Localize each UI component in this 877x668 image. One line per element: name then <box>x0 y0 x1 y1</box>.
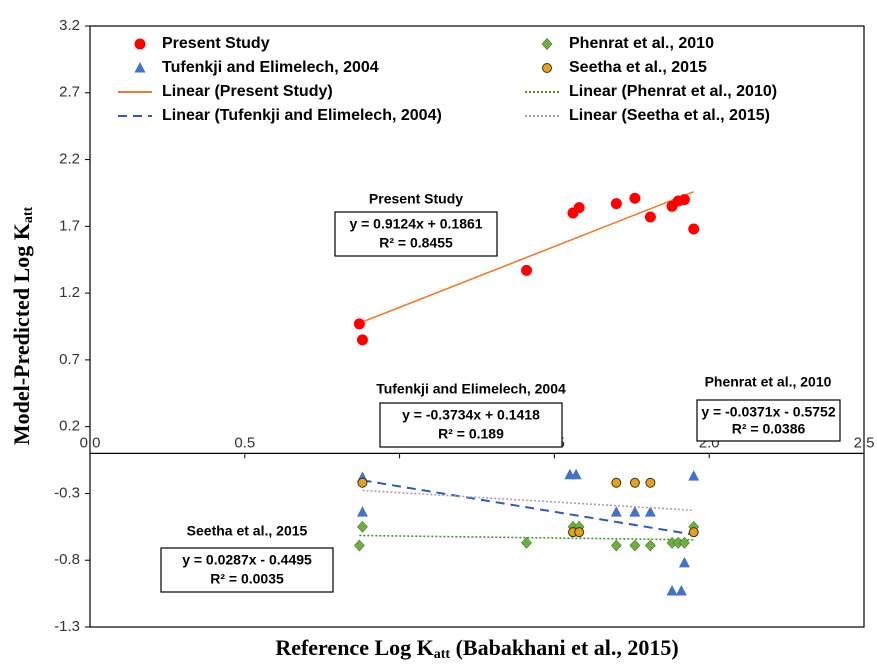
point <box>678 194 690 206</box>
point <box>610 506 622 517</box>
x-tick-label: 0.5 <box>234 434 255 451</box>
point <box>644 506 656 517</box>
point <box>645 477 656 488</box>
legend-marker <box>542 63 552 73</box>
annotation-equation: y = -0.3734x + 0.1418 <box>402 407 540 423</box>
point <box>357 477 368 488</box>
point <box>356 334 368 346</box>
x-title-rest: (Babakhani et al., 2015) <box>450 635 679 660</box>
point <box>610 539 622 552</box>
legend-label: Linear (Present Study) <box>162 83 333 100</box>
y-tick-label: 2.7 <box>59 84 80 101</box>
point <box>688 527 699 538</box>
y-tick-label: -0.8 <box>54 551 80 568</box>
x-tick-label: 0.0 <box>80 434 101 451</box>
y-tick-label: -0.3 <box>54 484 80 501</box>
annotation-box <box>379 402 563 448</box>
point <box>357 520 368 533</box>
legend-label: Tufenkji and Elimelech, 2004 <box>162 59 379 76</box>
annotation-label: Phenrat et al., 2010 <box>705 374 832 390</box>
y-tick-label: 2.2 <box>59 151 80 168</box>
annotation-equation: y = -0.0371x - 0.5752 <box>701 404 835 420</box>
point <box>610 198 622 210</box>
y-tick-label: 0.2 <box>59 418 80 435</box>
y-title-main: Model-Predicted Log K <box>9 223 34 445</box>
legend-label: Linear (Tufenkji and Elimelech, 2004) <box>162 107 442 124</box>
point <box>629 477 640 488</box>
y-tick-label: 0.7 <box>59 351 80 368</box>
y-tick-label: 1.2 <box>59 284 80 301</box>
y-tick-label: 1.7 <box>59 217 80 234</box>
legend-label: Linear (Phenrat et al., 2010) <box>569 83 777 100</box>
x-axis-title: Reference Log Katt (Babakhani et al., 20… <box>275 635 678 662</box>
annotation-equation: y = 0.9124x + 0.1861 <box>349 216 482 232</box>
legend-label: Phenrat et al., 2010 <box>569 35 714 52</box>
point <box>629 192 641 204</box>
x-tick-label: 2.5 <box>854 434 875 451</box>
point <box>629 506 641 517</box>
plot-frame <box>89 25 865 628</box>
point <box>570 468 582 480</box>
annotation-box <box>696 399 841 442</box>
point <box>353 318 365 330</box>
point <box>521 264 533 276</box>
annotation-equation: y = 0.0287x - 0.4495 <box>182 552 312 568</box>
trendline <box>362 489 694 512</box>
legend-marker <box>134 38 146 50</box>
legend-label: Present Study <box>162 35 270 52</box>
point <box>644 539 656 552</box>
point <box>675 584 687 596</box>
annotation-r2: R² = 0.189 <box>438 426 504 442</box>
point <box>611 477 622 488</box>
annotation-box <box>160 547 334 593</box>
y-title-sub: att <box>21 207 36 224</box>
point <box>688 470 700 481</box>
x-title-main: Reference Log K <box>275 635 433 660</box>
annotation-label: Present Study <box>369 191 463 207</box>
annotation-r2: R² = 0.0035 <box>210 571 284 587</box>
y-axis-title: Model-Predicted Log Katt <box>9 207 36 446</box>
point <box>574 527 585 538</box>
y-tick-label: 3.2 <box>59 17 80 34</box>
y-tick-label: -1.3 <box>54 618 80 635</box>
legend-label: Linear (Seetha et al., 2015) <box>569 107 770 124</box>
point <box>679 536 690 549</box>
annotation-r2: R² = 0.0386 <box>732 421 806 437</box>
point <box>688 223 700 235</box>
x-title-sub: att <box>434 647 451 662</box>
point <box>356 506 368 517</box>
point <box>521 536 532 549</box>
point <box>666 584 678 596</box>
trendline <box>359 190 695 324</box>
annotation-label: Tufenkji and Elimelech, 2004 <box>376 381 566 397</box>
point <box>573 202 585 214</box>
legend-label: Seetha et al., 2015 <box>569 59 707 76</box>
point <box>629 539 641 552</box>
annotation-r2: R² = 0.8455 <box>379 235 453 251</box>
legend-marker <box>134 62 146 73</box>
annotation-box <box>334 211 498 257</box>
point <box>644 211 656 223</box>
legend-marker <box>541 38 553 50</box>
trendline <box>362 479 694 536</box>
annotation-label: Seetha et al., 2015 <box>187 523 308 539</box>
point <box>353 539 365 552</box>
point <box>678 556 690 568</box>
